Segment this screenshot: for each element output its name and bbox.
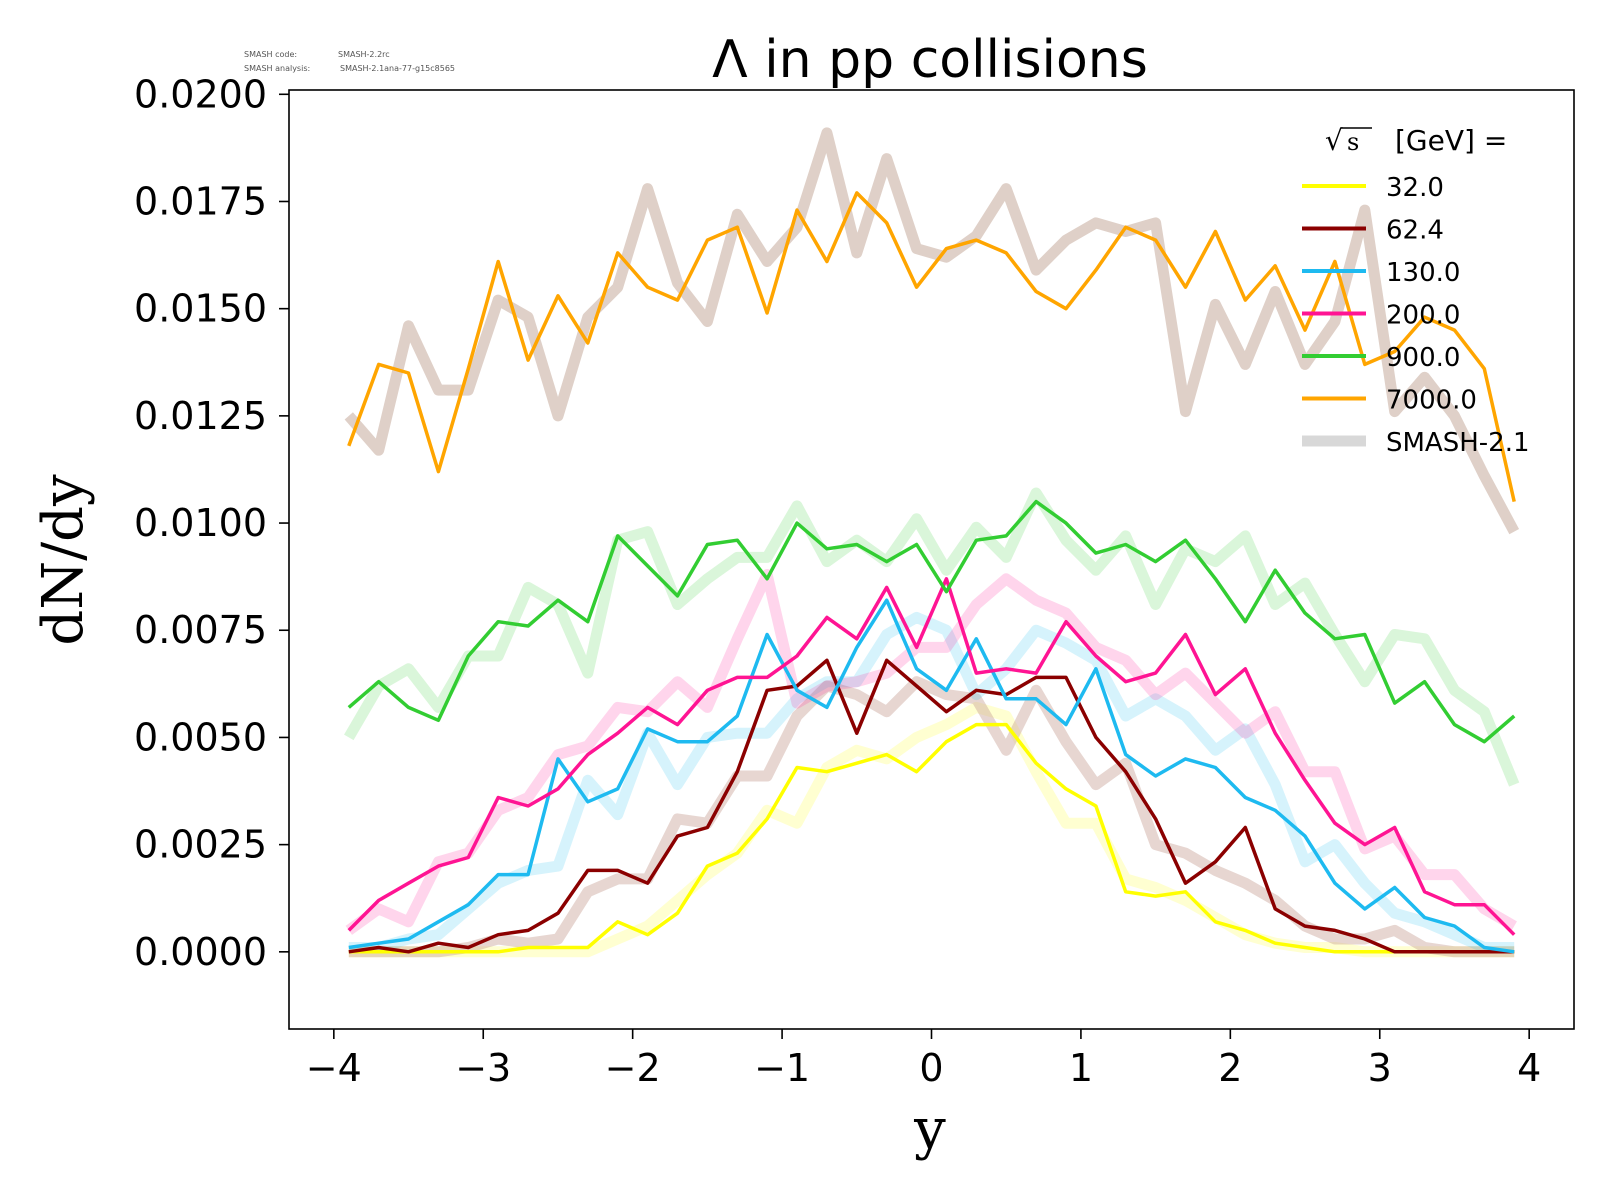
legend-label: 7000.0 [1386,386,1477,416]
y-tick-label: 0.0075 [134,608,267,652]
x-tick-label: −3 [455,1046,511,1090]
metadata: SMASH code: SMASH-2.2rc SMASH analysis: … [244,50,455,73]
y-tick-label: 0.0025 [134,823,267,867]
reference-lines [344,127,1520,958]
legend-label: 130.0 [1386,258,1460,288]
y-tick-label: 0.0050 [134,715,267,759]
legend-label: 200.0 [1386,301,1460,331]
chart-title: Λ in pp collisions [712,30,1148,90]
legend-label: 62.4 [1386,216,1444,246]
reference-line-900-0 [344,487,1520,787]
meta-code-label: SMASH code: [244,50,297,59]
x-tick-label: 2 [1218,1046,1242,1090]
x-tick-label: −1 [754,1046,810,1090]
x-axis-title: y [913,1097,946,1162]
x-tick-label: −4 [306,1046,362,1090]
series-line-900-0 [347,499,1516,744]
y-tick-label: 0.0100 [134,501,267,545]
reference-line-130-0 [348,611,1515,953]
reference-line-32-0 [348,701,1515,958]
series-line-7000-0 [347,191,1516,502]
x-tick-label: 3 [1368,1046,1392,1090]
meta-analysis-value: SMASH-2.1ana-77-g15c8565 [340,64,455,73]
y-tick-label: 0.0200 [134,72,267,116]
y-tick-label: 0.0000 [134,930,267,974]
y-tick-label: 0.0125 [134,394,267,438]
x-tick-label: 4 [1517,1046,1541,1090]
x-tick-label: 1 [1069,1046,1093,1090]
legend-title: [GeV] = [1395,124,1507,157]
y-axis-title: dN/dy [31,474,96,646]
meta-analysis-label: SMASH analysis: [244,64,310,73]
x-tick-label: −2 [605,1046,661,1090]
reference-line-7000-0 [344,127,1520,535]
y-tick-label: 0.0175 [134,179,267,223]
reference-line-200-0 [345,569,1517,935]
series-line-200-0 [347,577,1516,936]
series-line-62-4 [348,658,1515,954]
y-tick-label: 0.0150 [134,287,267,331]
series-lines [347,191,1516,954]
series-line-32-0 [348,722,1515,954]
series-line-130-0 [348,598,1515,954]
reference-line-62-4 [348,676,1515,958]
legend-label: 32.0 [1386,173,1444,203]
legend-label-reference: SMASH-2.1 [1386,428,1530,458]
axes: −4 −3 −2 −1 0 1 2 3 4 0.0000 0.0025 0.0050 0.0075 0.0… [134,72,1575,1090]
meta-code-value: SMASH-2.2rc [338,50,390,59]
legend: √ s [GeV] = 32.0 62.4 130.0 200.0 900.0 7000.0 SM… [1302,124,1530,458]
legend-sqrt-variable: s [1347,128,1359,156]
plot-frame [288,89,1575,1030]
x-tick-label: 0 [919,1046,943,1090]
legend-sqrt-symbol: √ [1325,124,1343,157]
legend-label: 900.0 [1386,343,1460,373]
